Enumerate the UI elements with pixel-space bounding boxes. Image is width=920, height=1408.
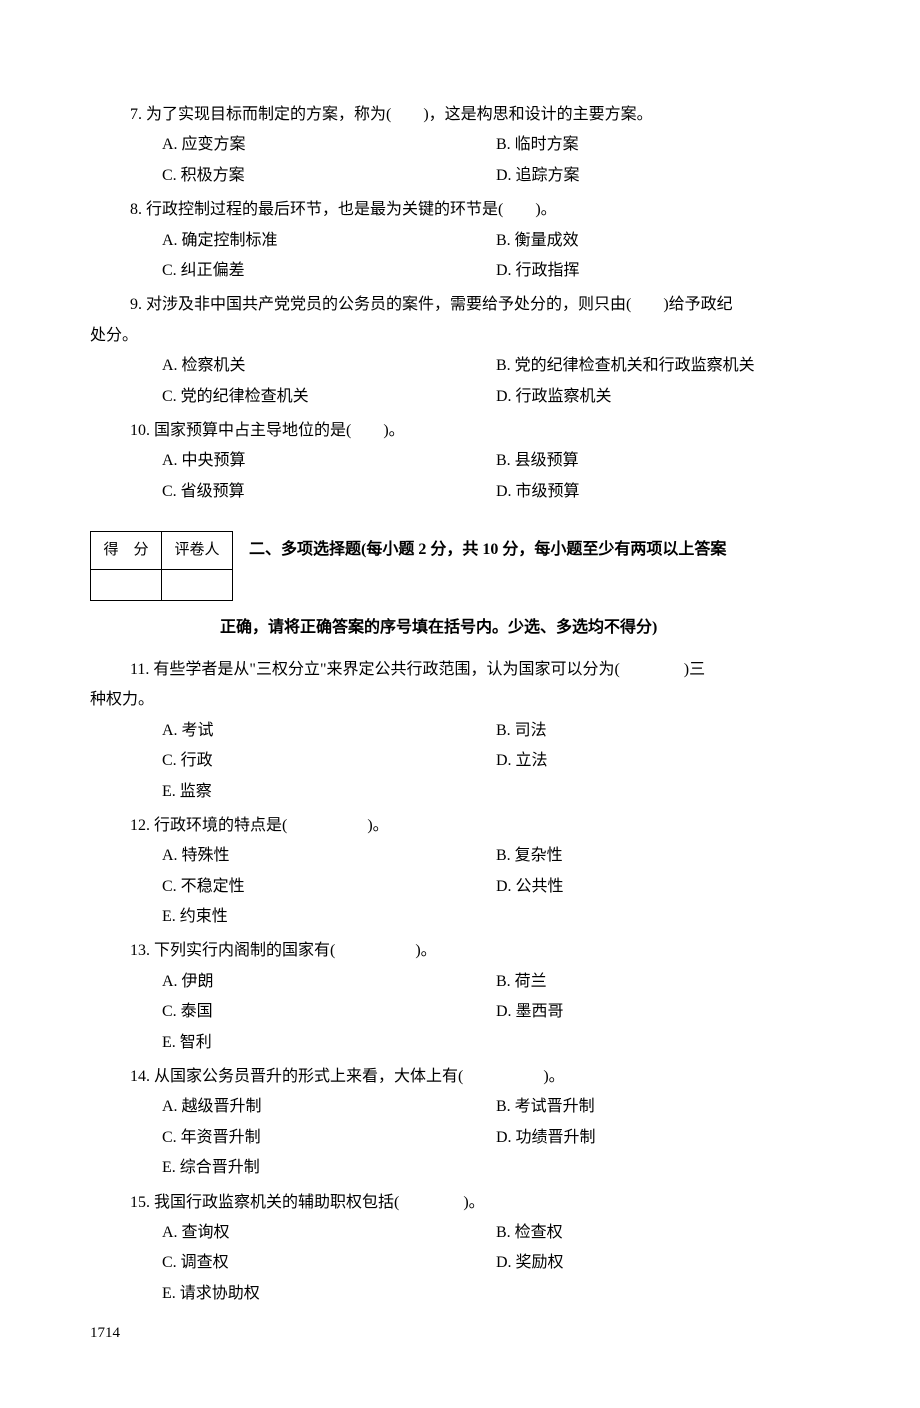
q10-opt-c: C. 省级预算 xyxy=(162,477,496,507)
q14-opt-e: E. 综合晋升制 xyxy=(162,1153,496,1183)
q9-opt-d: D. 行政监察机关 xyxy=(496,382,830,412)
q13-opt-a: A. 伊朗 xyxy=(162,967,496,997)
score-table: 得 分 评卷人 xyxy=(90,531,233,601)
q15-options: A. 查询权 B. 检查权 C. 调查权 D. 奖励权 E. 请求协助权 xyxy=(90,1218,830,1309)
q11-options: A. 考试 B. 司法 C. 行政 D. 立法 E. 监察 xyxy=(90,716,830,807)
q12-opt-b: B. 复杂性 xyxy=(496,841,830,871)
q10-stem: 10. 国家预算中占主导地位的是( )。 xyxy=(90,416,830,446)
q15-opt-e: E. 请求协助权 xyxy=(162,1279,496,1309)
q15-stem: 15. 我国行政监察机关的辅助职权包括( )。 xyxy=(90,1188,830,1218)
question-11: 11. 有些学者是从"三权分立"来界定公共行政范围，认为国家可以分为( )三 种… xyxy=(90,655,830,807)
q13-opt-d: D. 墨西哥 xyxy=(496,997,830,1027)
q9-stem: 9. 对涉及非中国共产党党员的公务员的案件，需要给予处分的，则只由( )给予政纪 xyxy=(90,290,830,320)
q10-opt-d: D. 市级预算 xyxy=(496,477,830,507)
q13-opt-e: E. 智利 xyxy=(162,1028,496,1058)
q8-opt-a: A. 确定控制标准 xyxy=(162,226,496,256)
q12-stem: 12. 行政环境的特点是( )。 xyxy=(90,811,830,841)
q15-opt-b: B. 检查权 xyxy=(496,1218,830,1248)
q8-opt-d: D. 行政指挥 xyxy=(496,256,830,286)
q7-opt-b: B. 临时方案 xyxy=(496,130,830,160)
q12-opt-a: A. 特殊性 xyxy=(162,841,496,871)
q10-options: A. 中央预算 B. 县级预算 C. 省级预算 D. 市级预算 xyxy=(90,446,830,507)
question-13: 13. 下列实行内阁制的国家有( )。 A. 伊朗 B. 荷兰 C. 泰国 D.… xyxy=(90,936,830,1058)
section-2-header: 得 分 评卷人 二、多项选择题(每小题 2 分，共 10 分，每小题至少有两项以… xyxy=(90,531,830,601)
q7-stem: 7. 为了实现目标而制定的方案，称为( )，这是构思和设计的主要方案。 xyxy=(90,100,830,130)
question-7: 7. 为了实现目标而制定的方案，称为( )，这是构思和设计的主要方案。 A. 应… xyxy=(90,100,830,191)
q7-options: A. 应变方案 B. 临时方案 C. 积极方案 D. 追踪方案 xyxy=(90,130,830,191)
q8-stem: 8. 行政控制过程的最后环节，也是最为关键的环节是( )。 xyxy=(90,195,830,225)
score-cell-blank1 xyxy=(91,569,162,600)
q11-opt-a: A. 考试 xyxy=(162,716,496,746)
q13-opt-c: C. 泰国 xyxy=(162,997,496,1027)
section-2-title: 二、多项选择题(每小题 2 分，共 10 分，每小题至少有两项以上答案 xyxy=(249,531,726,565)
score-col-score: 得 分 xyxy=(91,532,162,570)
question-8: 8. 行政控制过程的最后环节，也是最为关键的环节是( )。 A. 确定控制标准 … xyxy=(90,195,830,286)
q14-opt-d: D. 功绩晋升制 xyxy=(496,1123,830,1153)
q9-stem-cont: 处分。 xyxy=(90,321,830,351)
q11-stem: 11. 有些学者是从"三权分立"来界定公共行政范围，认为国家可以分为( )三 xyxy=(90,655,830,685)
q8-opt-c: C. 纠正偏差 xyxy=(162,256,496,286)
q13-opt-b: B. 荷兰 xyxy=(496,967,830,997)
q15-opt-c: C. 调查权 xyxy=(162,1248,496,1278)
question-12: 12. 行政环境的特点是( )。 A. 特殊性 B. 复杂性 C. 不稳定性 D… xyxy=(90,811,830,933)
q12-opt-e: E. 约束性 xyxy=(162,902,496,932)
q14-opt-b: B. 考试晋升制 xyxy=(496,1092,830,1122)
q9-opt-b: B. 党的纪律检查机关和行政监察机关 xyxy=(496,351,830,381)
q7-opt-d: D. 追踪方案 xyxy=(496,161,830,191)
q8-opt-b: B. 衡量成效 xyxy=(496,226,830,256)
question-10: 10. 国家预算中占主导地位的是( )。 A. 中央预算 B. 县级预算 C. … xyxy=(90,416,830,507)
q12-opt-d: D. 公共性 xyxy=(496,872,830,902)
score-col-grader: 评卷人 xyxy=(162,532,233,570)
score-cell-blank2 xyxy=(162,569,233,600)
q10-opt-b: B. 县级预算 xyxy=(496,446,830,476)
q12-options: A. 特殊性 B. 复杂性 C. 不稳定性 D. 公共性 E. 约束性 xyxy=(90,841,830,932)
q7-opt-a: A. 应变方案 xyxy=(162,130,496,160)
q11-opt-c: C. 行政 xyxy=(162,746,496,776)
question-14: 14. 从国家公务员晋升的形式上来看，大体上有( )。 A. 越级晋升制 B. … xyxy=(90,1062,830,1184)
q9-options: A. 检察机关 B. 党的纪律检查机关和行政监察机关 C. 党的纪律检查机关 D… xyxy=(90,351,830,412)
q11-opt-d: D. 立法 xyxy=(496,746,830,776)
q9-opt-c: C. 党的纪律检查机关 xyxy=(162,382,496,412)
section-2-subtitle: 正确，请将正确答案的序号填在括号内。少选、多选均不得分) xyxy=(90,613,830,643)
q11-opt-b: B. 司法 xyxy=(496,716,830,746)
q14-opt-c: C. 年资晋升制 xyxy=(162,1123,496,1153)
q15-opt-d: D. 奖励权 xyxy=(496,1248,830,1278)
q13-options: A. 伊朗 B. 荷兰 C. 泰国 D. 墨西哥 E. 智利 xyxy=(90,967,830,1058)
q7-opt-c: C. 积极方案 xyxy=(162,161,496,191)
q11-opt-e: E. 监察 xyxy=(162,777,496,807)
q14-options: A. 越级晋升制 B. 考试晋升制 C. 年资晋升制 D. 功绩晋升制 E. 综… xyxy=(90,1092,830,1183)
page-number: 1714 xyxy=(90,1319,830,1348)
q9-opt-a: A. 检察机关 xyxy=(162,351,496,381)
q10-opt-a: A. 中央预算 xyxy=(162,446,496,476)
q12-opt-c: C. 不稳定性 xyxy=(162,872,496,902)
q15-opt-a: A. 查询权 xyxy=(162,1218,496,1248)
question-15: 15. 我国行政监察机关的辅助职权包括( )。 A. 查询权 B. 检查权 C.… xyxy=(90,1188,830,1310)
q14-stem: 14. 从国家公务员晋升的形式上来看，大体上有( )。 xyxy=(90,1062,830,1092)
question-9: 9. 对涉及非中国共产党党员的公务员的案件，需要给予处分的，则只由( )给予政纪… xyxy=(90,290,830,412)
q8-options: A. 确定控制标准 B. 衡量成效 C. 纠正偏差 D. 行政指挥 xyxy=(90,226,830,287)
q11-stem-cont: 种权力。 xyxy=(90,685,830,715)
q13-stem: 13. 下列实行内阁制的国家有( )。 xyxy=(90,936,830,966)
q14-opt-a: A. 越级晋升制 xyxy=(162,1092,496,1122)
